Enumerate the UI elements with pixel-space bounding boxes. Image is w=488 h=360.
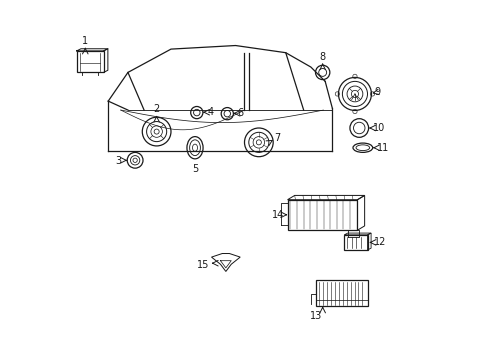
Bar: [77, 51, 103, 72]
Text: 3: 3: [115, 156, 121, 166]
Text: 7: 7: [273, 133, 280, 143]
Text: 11: 11: [376, 143, 388, 153]
Text: 4: 4: [207, 107, 214, 117]
Text: 5: 5: [191, 164, 198, 174]
Text: 1: 1: [82, 36, 88, 45]
Text: 13: 13: [309, 311, 322, 320]
Text: 14: 14: [271, 210, 284, 220]
Text: 6: 6: [237, 108, 243, 118]
Bar: [287, 200, 357, 230]
Text: 8: 8: [319, 51, 325, 62]
Bar: [316, 280, 367, 306]
Bar: [344, 235, 367, 250]
Text: 15: 15: [197, 260, 209, 270]
Text: 9: 9: [374, 87, 380, 97]
Text: 12: 12: [373, 237, 386, 247]
Text: 2: 2: [153, 104, 160, 114]
Text: 10: 10: [372, 123, 385, 133]
